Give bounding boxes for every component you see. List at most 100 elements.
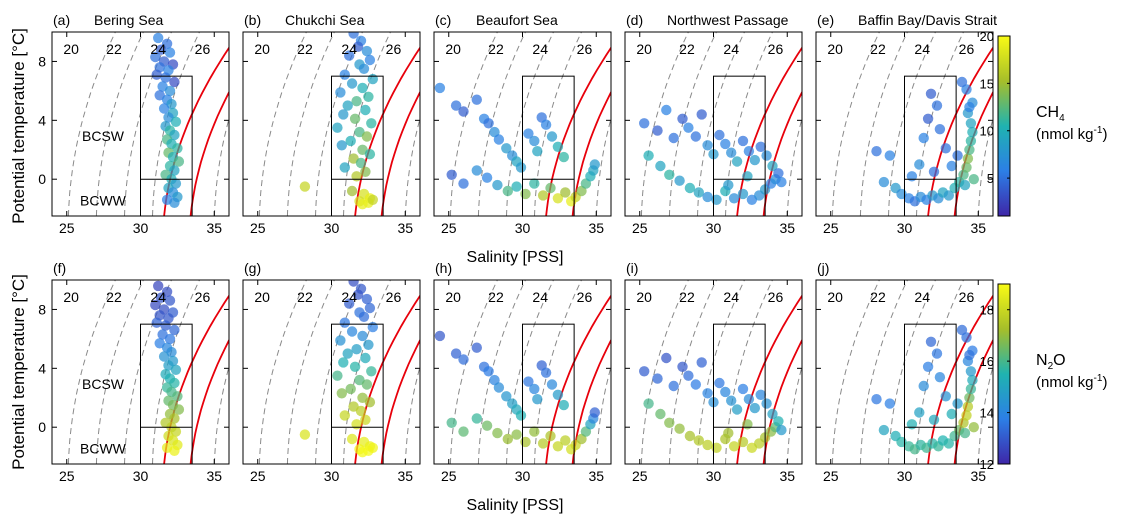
data-point [481, 172, 493, 183]
y-tick-label: 4 [38, 360, 46, 376]
data-point [170, 116, 182, 128]
plot-area-b: 20 22 24 26 [254, 32, 420, 216]
axis-titles: Potential temperature [°C] Potential tem… [9, 28, 563, 514]
colorbar-gradient [997, 35, 1011, 217]
data-point [540, 367, 552, 378]
data-point [918, 132, 929, 144]
data-point [501, 391, 512, 402]
density-label: 24 [914, 289, 930, 305]
data-point [450, 348, 462, 359]
density-label: 20 [827, 289, 843, 305]
density-label: 22 [488, 289, 504, 305]
data-point [493, 382, 505, 393]
data-point [731, 156, 743, 167]
data-point [366, 118, 377, 129]
density-contour [668, 32, 717, 216]
data-point [492, 427, 503, 439]
panel-label: (a) [53, 12, 70, 28]
density-contour [213, 364, 229, 464]
data-point [361, 131, 373, 142]
data-point [737, 135, 749, 147]
data-point [172, 391, 183, 402]
data-point [511, 181, 522, 192]
ylabel-bottom: Potential temperature [°C] [9, 274, 28, 470]
data-point [529, 178, 540, 189]
data-point [458, 106, 469, 117]
density-label: 26 [195, 289, 211, 305]
x-tick-label: 30 [515, 468, 531, 484]
water-mass-box [522, 75, 575, 216]
x-tick-label: 25 [59, 468, 75, 484]
data-point [349, 361, 361, 372]
data-point [345, 383, 356, 395]
density-contour [315, 280, 363, 464]
data-point [450, 100, 462, 111]
data-point [967, 126, 978, 138]
density-label: 24 [532, 41, 548, 57]
density-contour [343, 280, 391, 464]
x-tick-label: 30 [897, 220, 913, 236]
density-label: 20 [636, 41, 652, 57]
panel-title: Bering Sea [94, 12, 163, 28]
units-sup: -1 [1094, 125, 1103, 136]
data-point [639, 366, 650, 377]
data-point [726, 147, 737, 158]
data-point [914, 407, 925, 418]
data-point [434, 330, 446, 342]
data-point [959, 427, 971, 439]
x-tick-label: 25 [823, 220, 839, 236]
plot-area-g: 20 22 24 26 [254, 280, 420, 464]
density-contour [67, 32, 116, 216]
data-point [693, 435, 704, 446]
data-point [339, 317, 350, 328]
data-point [878, 176, 890, 188]
data-point [493, 134, 505, 145]
density-contour [506, 32, 554, 216]
red-reference-curve [927, 294, 993, 464]
data-point [471, 342, 482, 353]
units-main: (nmol kg [1036, 374, 1094, 391]
data-point [358, 311, 370, 322]
data-point [364, 302, 376, 314]
x-tick-label: 35 [206, 468, 222, 484]
data-point [878, 424, 890, 436]
density-contour [697, 280, 745, 464]
colorbar-label: N2O [1036, 352, 1066, 372]
data-point [743, 394, 755, 405]
data-point [558, 399, 569, 411]
red-reference-curve [354, 46, 420, 216]
data-point [339, 69, 350, 80]
colorbar-tick-label: 15 [980, 76, 994, 91]
data-point [742, 419, 753, 430]
density-label: 26 [577, 289, 593, 305]
data-point [336, 140, 347, 151]
x-tick-label: 35 [779, 220, 795, 236]
data-point [934, 372, 946, 383]
units-end: ) [1102, 374, 1107, 391]
data-point [357, 330, 368, 342]
data-point [661, 104, 672, 116]
density-label: 26 [386, 289, 402, 305]
data-point [655, 408, 666, 420]
data-point [552, 389, 564, 400]
data-point [742, 171, 753, 182]
density-label: 20 [636, 289, 652, 305]
y-tick-label: 0 [38, 419, 46, 435]
data-point [483, 366, 494, 377]
data-point [961, 410, 972, 421]
data-point [964, 144, 975, 155]
ylabel-top: Potential temperature [°C] [9, 28, 28, 224]
data-point [351, 344, 362, 355]
data-point [299, 429, 311, 440]
data-point [702, 388, 713, 399]
plot-area-d: 20 22 24 26 [636, 32, 802, 216]
data-point [458, 178, 469, 189]
density-contour [977, 116, 993, 216]
data-point [172, 143, 183, 154]
data-point [720, 386, 731, 398]
xlabel-top: Salinity [PSS] [467, 249, 564, 266]
panel-label: (g) [244, 260, 261, 276]
density-label: 20 [445, 41, 461, 57]
data-point [364, 397, 376, 408]
region-label-upper: BCSW [82, 376, 125, 392]
